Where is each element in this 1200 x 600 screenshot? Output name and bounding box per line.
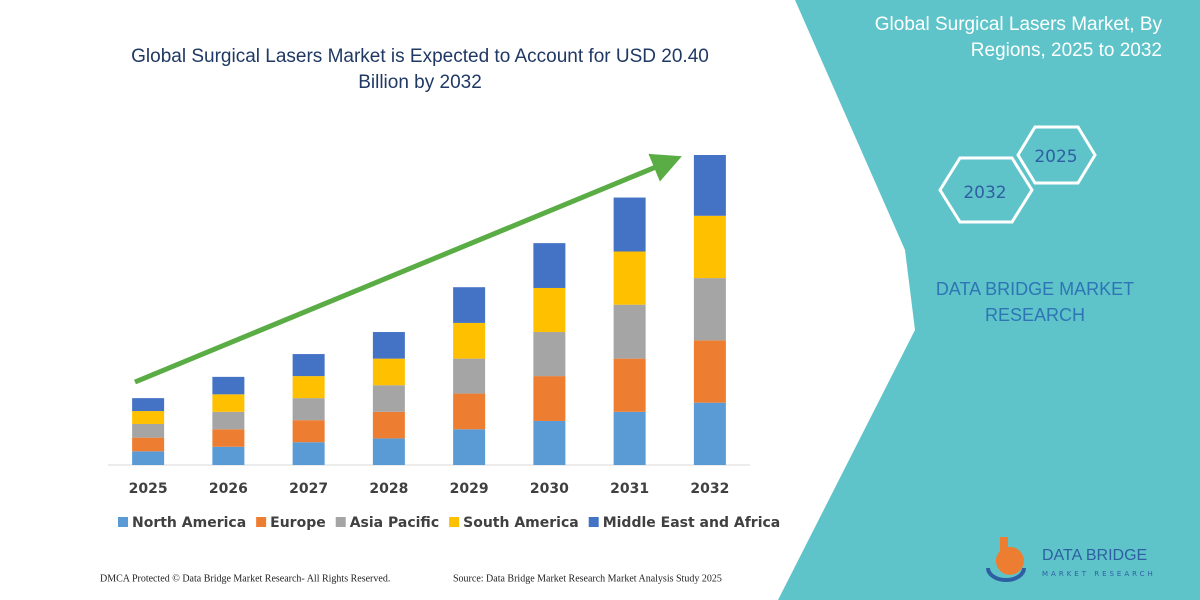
side-panel [778, 0, 1200, 600]
bar-segment [212, 394, 245, 412]
bar-segment [372, 411, 405, 439]
bar-segment [212, 411, 245, 430]
bar-segment [292, 442, 325, 465]
bar-segment [212, 446, 245, 465]
hexagon [938, 156, 1034, 224]
legend-label: Europe [270, 515, 326, 531]
x-tick-label: 2026 [209, 481, 248, 497]
bar-segment [372, 358, 405, 386]
bar-segment [292, 376, 325, 399]
hexagon-label: 2032 [963, 183, 1006, 203]
bar-segment [613, 251, 646, 305]
x-tick-label: 2030 [530, 481, 569, 497]
bar-segment [453, 393, 486, 430]
legend-swatch [588, 517, 599, 527]
bar-segment [132, 451, 165, 465]
x-tick-label: 2028 [369, 481, 408, 497]
bar-segment [533, 332, 566, 377]
bar-segment [453, 287, 486, 323]
bar-segment [693, 155, 726, 216]
bar-segment [372, 385, 405, 412]
bar-segment [693, 402, 726, 465]
legend-label: Asia Pacific [350, 515, 439, 531]
bar-segment [693, 340, 726, 403]
x-tick-label: 2032 [690, 481, 729, 497]
footer-source: Source: Data Bridge Market Research Mark… [453, 573, 722, 584]
panel-title: Global Surgical Lasers Market, By Region… [874, 14, 1162, 61]
chart-title: Global Surgical Lasers Market is Expecte… [131, 46, 709, 93]
x-tick-label: 2025 [129, 481, 168, 497]
logo-mark [995, 537, 1024, 575]
bar-segment [453, 358, 486, 394]
bar-segment [613, 197, 646, 252]
bar-segment [372, 438, 405, 465]
legend-label: North America [132, 515, 246, 531]
bar-segment [693, 278, 726, 341]
bar-segment [132, 411, 165, 424]
trend-arrow [134, 153, 682, 385]
bar-segment [132, 437, 165, 452]
logo-name: DATA BRIDGE [1042, 547, 1147, 564]
legend-label: Middle East and Africa [603, 515, 781, 531]
bar-segment [453, 322, 486, 359]
bar-segment [292, 420, 325, 443]
bar-segment [533, 243, 566, 288]
bar-segment [613, 411, 646, 465]
bar-segment [533, 287, 566, 333]
legend-swatch [118, 517, 128, 527]
hexagon-label: 2025 [1034, 147, 1077, 167]
bar-segment [132, 423, 165, 438]
bar-segment [533, 376, 566, 421]
bar-segment [212, 376, 245, 395]
x-tick-label: 2027 [289, 481, 328, 497]
bar-segment [613, 304, 646, 359]
x-tick-label: 2031 [610, 481, 649, 497]
bar-segment [453, 429, 486, 465]
bar-segment [372, 332, 405, 359]
hexagon [1016, 125, 1097, 185]
legend-label: South America [463, 515, 579, 531]
legend-swatch [449, 517, 460, 527]
legend-swatch [256, 517, 267, 527]
legend-swatch [335, 517, 346, 527]
bar-segment [693, 215, 726, 279]
bar-segment [533, 420, 566, 465]
bar-segment [292, 398, 325, 421]
bar-segment [212, 429, 245, 447]
footer-copyright: DMCA Protected © Data Bridge Market Rese… [100, 573, 390, 584]
bar-segment [292, 354, 325, 377]
bar-segment [132, 398, 165, 412]
logo-mark [986, 567, 1026, 582]
logo-tagline: MARKET RESEARCH [1042, 570, 1156, 578]
x-tick-label: 2029 [450, 481, 489, 497]
brand: DATA BRIDGE MARKET RESEARCH [935, 279, 1135, 325]
bar-segment [613, 358, 646, 412]
